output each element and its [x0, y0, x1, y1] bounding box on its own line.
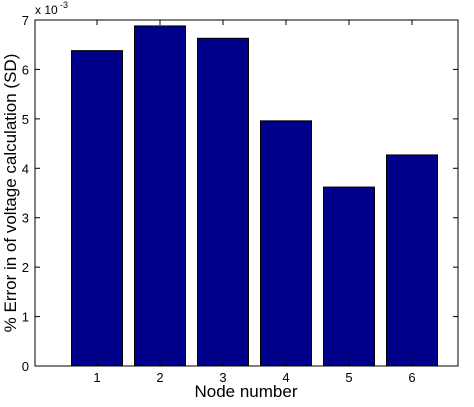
bar-node-6 [386, 154, 438, 367]
y-tick-label: 5 [22, 112, 29, 127]
x-tick-label: 3 [219, 370, 226, 385]
y-tick-label: 7 [22, 13, 29, 28]
y-tick-label: 0 [22, 359, 29, 374]
x-axis-label: Node number [194, 382, 297, 401]
x-tick-label: 6 [408, 370, 415, 385]
y-axis-label: % Error in of voltage calculation (SD) [1, 54, 20, 333]
x-tick-label: 1 [93, 370, 100, 385]
y-scale-multiplier: x 10 [35, 3, 58, 17]
y-scale-exponent: -3 [60, 0, 68, 10]
y-tick-label: 2 [22, 260, 29, 275]
x-ticks-group: 1 2 3 4 5 6 [93, 20, 416, 385]
y-ticks-group: 0 1 2 3 4 5 6 7 [22, 13, 458, 374]
y-tick-label: 4 [22, 161, 29, 176]
bar-node-4 [260, 120, 312, 367]
bar-node-3 [197, 37, 249, 367]
y-tick-label: 3 [22, 211, 29, 226]
x-tick-label: 4 [282, 370, 289, 385]
bar-node-1 [71, 50, 123, 367]
x-tick-label: 5 [345, 370, 352, 385]
y-tick-label: 6 [22, 62, 29, 77]
bar-node-2 [134, 25, 186, 367]
y-tick-label: 1 [22, 310, 29, 325]
bar-node-5 [323, 186, 375, 367]
bars-group [71, 25, 438, 367]
x-tick-label: 2 [156, 370, 163, 385]
